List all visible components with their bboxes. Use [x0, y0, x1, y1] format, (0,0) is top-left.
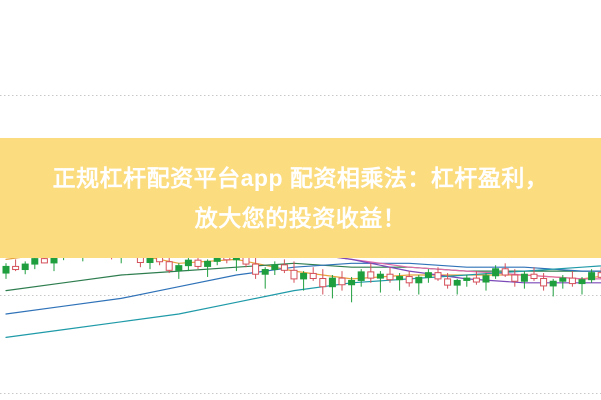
- candlestick: [588, 269, 596, 283]
- candlestick: [319, 269, 327, 295]
- candlestick: [184, 257, 192, 272]
- candlestick: [386, 267, 394, 283]
- candlestick: [252, 257, 260, 279]
- candlestick: [492, 265, 500, 279]
- candlestick: [424, 269, 432, 283]
- candlestick: [520, 271, 528, 289]
- candlestick: [511, 269, 519, 287]
- candlestick: [463, 275, 471, 287]
- candlestick: [21, 261, 29, 275]
- candlestick: [367, 263, 375, 283]
- candlestick: [12, 259, 20, 272]
- candlestick: [338, 271, 346, 291]
- candlestick: [482, 273, 490, 291]
- candlestick: [549, 278, 557, 297]
- candlestick: [453, 278, 461, 295]
- candlestick: [348, 276, 356, 303]
- candlestick: [204, 259, 212, 277]
- candlestick: [578, 276, 586, 295]
- candlestick: [472, 271, 480, 285]
- candlestick: [271, 261, 279, 275]
- candlestick: [530, 267, 538, 281]
- candlestick: [2, 263, 10, 279]
- candlestick: [376, 271, 384, 293]
- candlestick: [300, 271, 308, 291]
- candlestick: [261, 267, 269, 289]
- candlestick: [88, 237, 96, 253]
- candlestick: [434, 267, 442, 281]
- candlestick: [280, 259, 288, 274]
- candlestick: [568, 271, 576, 287]
- candlestick: [309, 267, 317, 281]
- candlestick: [540, 273, 548, 291]
- candlestick: [396, 273, 404, 291]
- candlestick: [559, 275, 567, 289]
- candlestick: [290, 261, 298, 283]
- candlestick: [175, 263, 183, 279]
- candlestick: [405, 271, 413, 287]
- candlestick: [597, 267, 601, 279]
- candlestick: [165, 255, 173, 274]
- candlestick: [444, 273, 452, 289]
- candlestick: [357, 269, 365, 287]
- candlestick: [501, 263, 509, 277]
- candlestick: [415, 275, 423, 295]
- candlestick: [328, 275, 336, 299]
